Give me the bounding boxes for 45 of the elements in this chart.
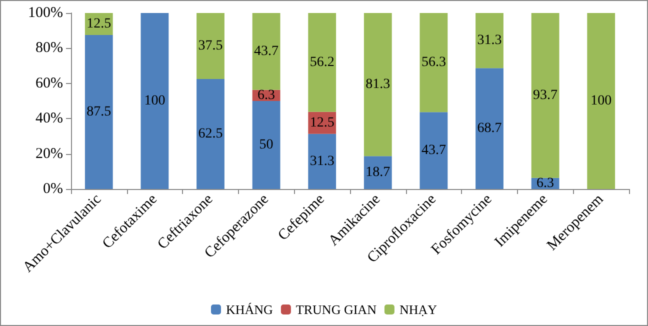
data-label: 56.3 — [421, 55, 446, 70]
y-tick-label: 0% — [43, 181, 63, 197]
bar — [196, 79, 224, 189]
bar — [84, 35, 113, 189]
data-label: 37.5 — [198, 38, 223, 54]
data-label: 87.5 — [86, 104, 112, 120]
data-label: 68.7 — [477, 121, 502, 136]
bar — [531, 13, 560, 178]
bar — [364, 13, 392, 156]
bar — [308, 13, 336, 112]
bar — [420, 13, 448, 112]
data-label: 18.7 — [366, 165, 390, 180]
bar — [420, 112, 448, 189]
legend-label: TRUNG GIAN — [296, 302, 378, 317]
y-tick-label: 100% — [28, 5, 63, 21]
data-label: 62.5 — [198, 126, 223, 142]
bar — [140, 13, 169, 189]
y-tick-label: 80% — [36, 40, 63, 56]
legend-label: NHẠY — [399, 302, 438, 317]
data-label: 6.3 — [536, 176, 554, 191]
y-tick-label: 40% — [36, 110, 63, 127]
bar — [252, 13, 280, 90]
bar — [587, 13, 616, 189]
bar — [476, 13, 504, 68]
data-label: 31.3 — [477, 33, 502, 48]
y-tick-label: 60% — [36, 75, 63, 92]
bar — [252, 101, 280, 189]
y-tick-label: 20% — [36, 146, 63, 162]
bar — [308, 134, 336, 189]
bar — [364, 156, 392, 189]
data-label: 6.3 — [258, 88, 276, 103]
bar — [196, 13, 224, 79]
data-label: 31.3 — [310, 154, 334, 169]
data-label: 12.5 — [310, 115, 334, 130]
legend-label: KHÁNG — [226, 302, 273, 317]
data-label: 50 — [259, 138, 274, 152]
data-label: 100 — [144, 94, 166, 108]
data-label: 12.5 — [86, 16, 112, 32]
data-label: 56.2 — [310, 54, 334, 70]
data-label: 43.7 — [254, 44, 279, 59]
bar — [476, 68, 504, 189]
data-label: 81.3 — [366, 77, 390, 92]
data-label: 93.7 — [533, 88, 558, 103]
data-label: 43.7 — [421, 143, 446, 158]
data-label: 100 — [590, 94, 612, 108]
